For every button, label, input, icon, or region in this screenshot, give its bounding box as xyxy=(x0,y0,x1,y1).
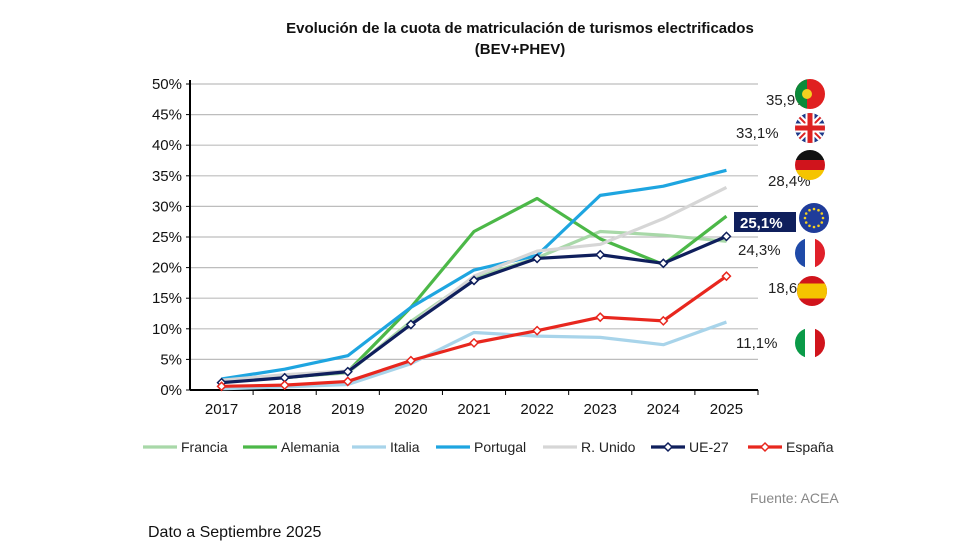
x-tick-label: 2018 xyxy=(268,401,301,418)
legend-label: Italia xyxy=(390,439,420,455)
y-tick-label: 0% xyxy=(160,382,182,399)
end-label-Italia: 11,1% xyxy=(736,335,777,352)
series-line-alemania xyxy=(221,196,728,382)
end-label-Francia: 24,3% xyxy=(738,242,781,259)
legend-marker xyxy=(759,441,771,453)
x-tick-label: 2020 xyxy=(394,401,427,418)
footnote: Dato a Septiembre 2025 xyxy=(148,524,322,541)
data-point-espa-a xyxy=(658,315,669,326)
data-point-ue-27 xyxy=(342,366,353,377)
x-tick-label: 2017 xyxy=(205,401,238,418)
france-flag-icon xyxy=(795,238,825,268)
legend-marker xyxy=(662,441,674,453)
end-label-Alemania: 28,4% xyxy=(768,173,811,190)
data-point-espa-a xyxy=(216,381,227,392)
germany-flag-icon xyxy=(795,150,825,180)
x-tick-label: 2024 xyxy=(647,401,680,418)
y-tick-label: 10% xyxy=(152,321,182,338)
y-tick-label: 20% xyxy=(152,260,182,277)
x-tick-label: 2025 xyxy=(710,401,743,418)
x-tick-label: 2019 xyxy=(331,401,364,418)
spain-flag-icon xyxy=(797,276,827,306)
chart-title: Evolución de la cuota de matriculación d… xyxy=(200,18,840,60)
uk-flag-icon xyxy=(795,113,825,143)
end-label-UE-27: 25,1% xyxy=(740,215,783,232)
eu-label-box xyxy=(734,212,796,232)
title-line: Evolución de la cuota de matriculación d… xyxy=(286,20,754,37)
source-label: Fuente: ACEA xyxy=(750,490,839,506)
portugal-flag-icon xyxy=(795,79,825,109)
end-label-R. Unido: 33,1% xyxy=(736,125,779,142)
eu-flag-icon xyxy=(799,203,829,233)
y-tick-label: 35% xyxy=(152,168,182,185)
series-line-italia xyxy=(221,320,727,391)
data-point-ue-27 xyxy=(468,275,480,286)
data-point-espa-a xyxy=(595,312,606,323)
data-point-espa-a xyxy=(342,376,353,387)
y-tick-label: 15% xyxy=(152,290,182,307)
data-point-espa-a xyxy=(279,380,290,391)
data-point-ue-27 xyxy=(595,249,606,260)
data-point-ue-27 xyxy=(721,231,732,242)
data-point-espa-a xyxy=(721,271,732,282)
legend-label: UE-27 xyxy=(689,439,729,455)
data-point-espa-a xyxy=(468,337,480,348)
x-tick-label: 2023 xyxy=(584,401,617,418)
series-line-portugal xyxy=(221,168,727,381)
legend-label: Francia xyxy=(181,439,228,455)
y-tick-label: 5% xyxy=(160,351,182,368)
y-tick-label: 40% xyxy=(152,137,182,154)
y-tick-label: 25% xyxy=(152,229,182,246)
data-point-espa-a xyxy=(532,325,543,336)
data-point-ue-27 xyxy=(658,258,669,269)
y-tick-label: 30% xyxy=(152,198,182,215)
legend-label: Portugal xyxy=(474,439,526,455)
x-tick-label: 2022 xyxy=(520,401,553,418)
y-tick-label: 45% xyxy=(152,107,182,124)
subtitle-line: (BEV+PHEV) xyxy=(474,41,566,58)
y-tick-label: 50% xyxy=(152,76,182,93)
legend-label: R. Unido xyxy=(581,439,636,455)
series-line-francia xyxy=(221,229,727,383)
legend-label: Alemania xyxy=(281,439,340,455)
x-tick-label: 2021 xyxy=(457,401,490,418)
legend-label: España xyxy=(786,439,834,455)
data-point-espa-a xyxy=(405,355,416,366)
data-point-ue-27 xyxy=(532,253,543,264)
italy-flag-icon xyxy=(795,328,825,358)
data-point-ue-27 xyxy=(405,319,416,330)
